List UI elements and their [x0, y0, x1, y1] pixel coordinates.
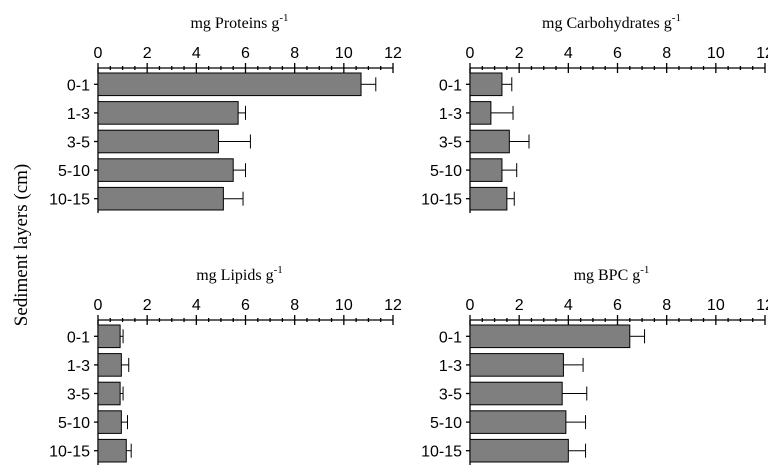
panel-title-proteins: mg Proteins g-1 — [190, 12, 288, 32]
bar-carbohydrates-0-1 — [469, 72, 503, 97]
x-tick-label: 0 — [466, 45, 475, 62]
y-tick-label-5-10: 5-10 — [430, 415, 462, 432]
x-tick-label: 2 — [515, 45, 524, 62]
x-tick-label: 2 — [143, 45, 152, 62]
panel-title-superscript: -1 — [640, 264, 649, 276]
x-tick-label: 8 — [290, 45, 299, 62]
y-tick-label-3-5: 3-5 — [439, 387, 462, 404]
x-tick-label: 12 — [384, 45, 402, 62]
bar-bpc-5-10 — [469, 410, 567, 434]
x-tick-label: 12 — [756, 297, 768, 314]
y-tick-label-3-5: 3-5 — [67, 387, 90, 404]
y-tick-label-10-15: 10-15 — [421, 192, 462, 209]
bar-proteins-5-10 — [97, 158, 234, 182]
x-tick-label: 12 — [756, 45, 768, 62]
bar-lipids-3-5 — [97, 381, 121, 406]
panel-title-bpc: mg BPC g-1 — [574, 264, 650, 284]
x-tick-label: 4 — [564, 45, 573, 62]
x-tick-label: 10 — [335, 297, 353, 314]
panel-title-superscript: -1 — [279, 12, 288, 24]
x-tick-label: 12 — [384, 297, 402, 314]
y-tick-label-3-5: 3-5 — [439, 135, 462, 152]
panel-title-text: mg BPC g — [574, 267, 641, 284]
x-tick-label: 0 — [94, 297, 103, 314]
y-tick-label-5-10: 5-10 — [58, 163, 90, 180]
x-tick-label: 6 — [241, 45, 250, 62]
y-tick-label-1-3: 1-3 — [67, 358, 90, 375]
x-tick-label: 6 — [613, 45, 622, 62]
y-tick-label-1-3: 1-3 — [439, 358, 462, 375]
panel-proteins: mg Proteins g-1 0 2 4 6 8 10 12 0-1 1-3 3-5 5-10 10-… — [49, 12, 402, 213]
bar-carbohydrates-5-10 — [469, 158, 503, 182]
panel-title-lipids: mg Lipids g-1 — [196, 264, 283, 284]
y-tick-label-0-1: 0-1 — [67, 77, 90, 94]
bar-carbohydrates-3-5 — [469, 129, 510, 154]
x-tick-label: 4 — [564, 297, 573, 314]
x-tick-label: 6 — [613, 297, 622, 314]
bar-bpc-10-15 — [469, 438, 569, 463]
bar-proteins-1-3 — [97, 101, 239, 125]
panel-title-superscript: -1 — [274, 264, 283, 276]
panels: mg Proteins g-10 2 4 6 8 10 120-11-33-55-1010-… — [49, 12, 768, 465]
bar-lipids-5-10 — [97, 410, 122, 434]
x-tick-label: 10 — [707, 297, 725, 314]
x-tick-label: 0 — [94, 45, 103, 62]
y-tick-label-5-10: 5-10 — [430, 163, 462, 180]
x-tick-label: 6 — [241, 297, 250, 314]
bar-lipids-10-15 — [97, 438, 127, 463]
y-tick-label-0-1: 0-1 — [439, 329, 462, 346]
x-tick-label: 8 — [290, 297, 299, 314]
y-tick-label-10-15: 10-15 — [49, 444, 90, 461]
x-tick-label: 0 — [466, 297, 475, 314]
y-tick-label-0-1: 0-1 — [67, 329, 90, 346]
x-tick-label: 4 — [192, 45, 201, 62]
bar-bpc-1-3 — [469, 353, 564, 377]
x-tick-label: 4 — [192, 297, 201, 314]
panel-title-text: mg Lipids g — [196, 267, 273, 284]
bar-lipids-0-1 — [97, 324, 121, 349]
x-tick-label: 10 — [335, 45, 353, 62]
y-tick-label-5-10: 5-10 — [58, 415, 90, 432]
bar-proteins-3-5 — [97, 129, 219, 154]
panel-title-carbohydrates: mg Carbohydrates g-1 — [542, 12, 681, 32]
panel-title-superscript: -1 — [672, 12, 681, 24]
bar-carbohydrates-1-3 — [469, 101, 492, 125]
bar-bpc-3-5 — [469, 381, 563, 406]
x-tick-label: 8 — [662, 297, 671, 314]
bar-proteins-10-15 — [97, 186, 224, 211]
x-tick-label: 10 — [707, 45, 725, 62]
panel-title-text: mg Proteins g — [190, 15, 279, 32]
y-tick-label-10-15: 10-15 — [421, 444, 462, 461]
shared-y-axis-label: Sediment layers (cm) — [11, 164, 32, 327]
x-tick-label: 2 — [515, 297, 524, 314]
y-tick-label-10-15: 10-15 — [49, 192, 90, 209]
x-tick-label: 8 — [662, 45, 671, 62]
bar-lipids-1-3 — [97, 353, 122, 377]
x-tick-label: 2 — [143, 297, 152, 314]
y-tick-label-3-5: 3-5 — [67, 135, 90, 152]
panel-bpc: mg BPC g-1 0 2 4 6 8 10 12 0-1 1-3 3-5 5-10 10-15 — [421, 264, 768, 465]
bar-carbohydrates-10-15 — [469, 186, 508, 211]
y-tick-label-1-3: 1-3 — [67, 106, 90, 123]
bar-bpc-0-1 — [469, 324, 631, 349]
y-tick-label-0-1: 0-1 — [439, 77, 462, 94]
panel-lipids: mg Lipids g-1 0 2 4 6 8 10 12 0-1 1-3 3-5 5-10 10-15 — [49, 264, 402, 465]
panel-carbohydrates: mg Carbohydrates g-1 0 2 4 6 8 10 12 0-1 1-3 3-5 5-… — [421, 12, 768, 213]
panel-title-text: mg Carbohydrates g — [542, 15, 672, 32]
bar-proteins-0-1 — [97, 72, 362, 97]
y-tick-label-1-3: 1-3 — [439, 106, 462, 123]
